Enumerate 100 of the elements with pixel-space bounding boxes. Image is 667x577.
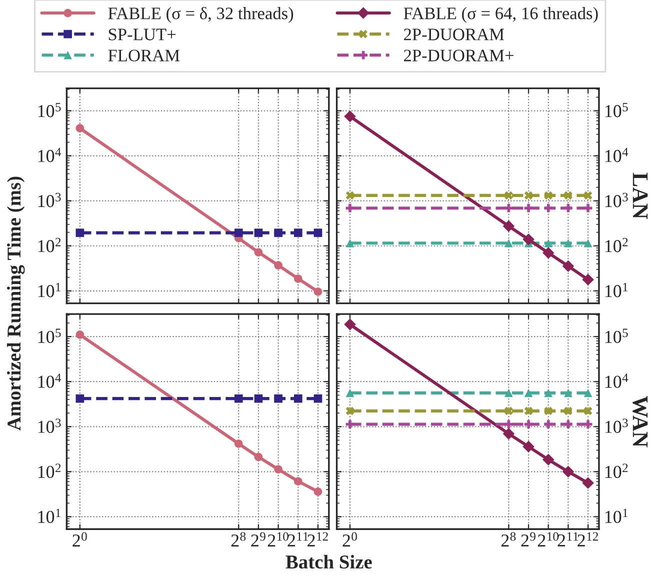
point	[504, 388, 513, 398]
y-tick-label: 10$^{5}$	[605, 102, 628, 118]
legend-label: SP-LUT+	[108, 28, 176, 40]
point	[274, 228, 282, 237]
point	[522, 234, 534, 246]
point	[502, 220, 515, 232]
point	[504, 420, 513, 428]
y-tick-label: 10$^{2}$	[38, 464, 61, 478]
point	[544, 406, 553, 416]
point	[274, 465, 282, 474]
y-tick-label: 10$^{3}$	[38, 418, 61, 433]
point	[584, 204, 592, 212]
point	[584, 406, 592, 416]
x-axis-title: Batch Size	[286, 554, 372, 569]
point	[542, 454, 554, 466]
y-tick-label: 10$^{2}$	[605, 238, 628, 252]
y-tick-label: 10$^{3}$	[605, 192, 628, 208]
legend-label: 2P-DUORAM	[404, 28, 504, 40]
point	[234, 228, 243, 237]
y-axis-title: Amortized Running Time (ms)	[6, 176, 25, 431]
point	[294, 274, 302, 283]
x-tick-label: 2$^{11}$	[558, 532, 578, 546]
point	[564, 420, 572, 428]
point	[564, 191, 572, 200]
x-tick-label: 2$^{0}$	[72, 532, 87, 546]
point	[582, 477, 594, 489]
point	[274, 261, 282, 270]
point	[584, 238, 592, 248]
point	[294, 477, 302, 486]
point	[314, 394, 322, 403]
y-tick-label: 10$^{1}$	[38, 282, 61, 298]
y-tick-label: 10$^{2}$	[38, 238, 61, 252]
point	[314, 228, 322, 237]
x-tick-label: 2$^{9}$	[251, 532, 266, 546]
point	[314, 288, 322, 296]
x-tick-label: 2$^{0}$	[342, 532, 357, 546]
point	[522, 440, 534, 453]
y-tick-label: 10$^{4}$	[38, 148, 62, 162]
y-tick-label: 10$^{3}$	[605, 418, 628, 433]
legend-label: FABLE (σ = 64, 16 threads)	[404, 7, 598, 23]
point	[564, 406, 572, 416]
point	[504, 204, 513, 212]
y-tick-label: 10$^{4}$	[605, 374, 628, 388]
x-tick-label: 2$^{8}$	[231, 532, 246, 546]
point	[544, 238, 553, 248]
y-axis-title: WAN	[632, 396, 648, 448]
x-tick-label: 2$^{8}$	[501, 532, 516, 546]
y-tick-label: 10$^{1}$	[605, 508, 628, 524]
y-tick-label: 10$^{5}$	[38, 102, 61, 118]
point	[562, 466, 574, 478]
point	[584, 420, 592, 428]
point	[314, 487, 322, 496]
point	[564, 388, 572, 398]
point	[582, 274, 594, 286]
point	[524, 191, 533, 200]
y-tick-label: 10$^{2}$	[605, 464, 628, 478]
point	[234, 440, 243, 448]
y-tick-label: 10$^{5}$	[38, 328, 61, 344]
y-tick-label: 10$^{4}$	[38, 374, 62, 388]
point	[564, 204, 572, 212]
point	[294, 228, 302, 237]
y-tick-label: 10$^{5}$	[605, 328, 628, 344]
x-tick-label: 2$^{11}$	[288, 532, 308, 546]
y-tick-label: 10$^{4}$	[605, 148, 628, 162]
point	[294, 394, 302, 403]
point	[234, 394, 243, 403]
point	[254, 394, 263, 403]
point	[254, 228, 263, 237]
point	[504, 191, 513, 200]
x-tick-label: 2$^{12}$	[578, 532, 598, 546]
point	[254, 452, 263, 462]
point	[544, 420, 553, 428]
point	[584, 388, 592, 398]
legend-label: FABLE (σ = δ, 32 threads)	[108, 6, 294, 23]
point	[544, 388, 553, 398]
y-axis-title: LAN	[632, 172, 648, 219]
point	[584, 191, 592, 200]
point	[542, 246, 554, 259]
y-tick-label: 10$^{1}$	[605, 282, 628, 298]
point	[544, 204, 553, 212]
y-tick-label: 10$^{3}$	[38, 192, 61, 208]
point	[524, 420, 533, 428]
point	[254, 248, 263, 256]
legend-label: 2P-DUORAM+	[404, 50, 514, 62]
point	[502, 428, 515, 440]
point	[524, 388, 533, 398]
x-tick-label: 2$^{10}$	[538, 532, 558, 546]
point	[274, 394, 282, 403]
x-tick-label: 2$^{12}$	[308, 532, 328, 546]
x-tick-label: 2$^{9}$	[521, 532, 536, 546]
point	[562, 260, 574, 272]
point	[564, 238, 572, 248]
point	[544, 191, 553, 200]
point	[524, 406, 533, 416]
point	[504, 406, 513, 416]
point	[524, 204, 533, 212]
x-tick-label: 2$^{10}$	[268, 532, 288, 546]
y-tick-label: 10$^{1}$	[38, 508, 61, 524]
legend-label: FLORAM	[108, 50, 180, 62]
point	[504, 238, 513, 248]
